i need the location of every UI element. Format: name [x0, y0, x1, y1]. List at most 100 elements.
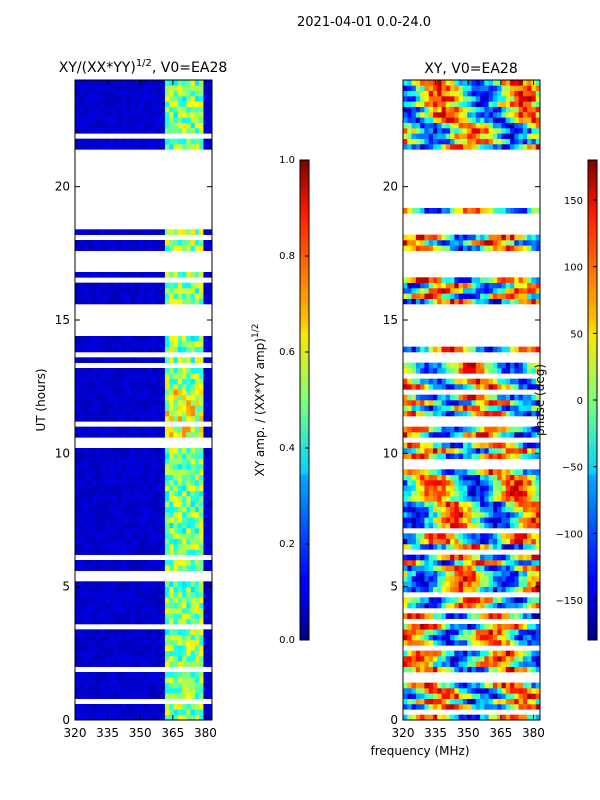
heatmap-cell: [501, 682, 507, 689]
heatmap-cell: [113, 592, 119, 598]
heatmap-cell: [403, 501, 408, 507]
heatmap-cell: [501, 501, 507, 507]
heatmap-cell: [437, 101, 442, 107]
heatmap-cell: [126, 229, 132, 235]
heatmap-cell: [130, 368, 136, 374]
heatmap-cell: [182, 426, 187, 433]
heatmap-cell: [169, 138, 174, 145]
heatmap-cell: [403, 112, 408, 118]
heatmap-cell: [173, 128, 179, 134]
heatmap-cell: [75, 138, 80, 145]
heatmap-cell: [199, 714, 204, 720]
heatmap-cell: [432, 405, 438, 411]
heatmap-cell: [104, 538, 110, 545]
heatmap-cell: [109, 597, 114, 603]
heatmap-cell: [147, 426, 153, 433]
heatmap-cell: [169, 288, 174, 294]
heatmap-cell: [139, 357, 144, 363]
heatmap-cell: [173, 613, 179, 619]
heatmap-cell: [437, 144, 442, 150]
heatmap-cell: [83, 565, 89, 571]
heatmap-cell: [182, 538, 187, 545]
heatmap-cell: [437, 96, 442, 102]
heatmap-cell: [475, 85, 481, 91]
heatmap-cell: [441, 112, 447, 118]
heatmap-cell: [475, 512, 481, 518]
heatmap-cell: [169, 512, 174, 518]
heatmap-cell: [458, 245, 464, 251]
heatmap-cell: [156, 528, 162, 534]
heatmap-cell: [471, 245, 477, 251]
heatmap-cell: [450, 597, 455, 603]
heatmap-cell: [100, 512, 106, 518]
heatmap-cell: [488, 666, 494, 673]
heatmap-cell: [484, 144, 490, 150]
heatmap-cell: [194, 293, 200, 299]
heatmap-cell: [501, 106, 507, 113]
heatmap-cell: [203, 517, 209, 523]
heatmap-cell: [143, 549, 149, 555]
heatmap-cell: [96, 560, 102, 566]
heatmap-cell: [415, 613, 421, 619]
heatmap-cell: [139, 448, 144, 454]
heatmap-cell: [420, 698, 425, 705]
heatmap-cell: [462, 656, 468, 662]
heatmap-cell: [492, 362, 498, 369]
heatmap-cell: [527, 240, 532, 246]
heatmap-cell: [130, 634, 136, 641]
heatmap-cell: [484, 378, 490, 385]
heatmap-cell: [441, 234, 447, 241]
heatmap-cell: [437, 576, 442, 582]
heatmap-cell: [104, 693, 110, 699]
heatmap-cell: [203, 298, 209, 305]
heatmap-cell: [522, 522, 528, 529]
heatmap-cell: [420, 138, 425, 145]
heatmap-cell: [139, 416, 144, 422]
heatmap-cell: [147, 112, 153, 118]
heatmap-cell: [186, 416, 191, 422]
heatmap-cell: [207, 704, 212, 710]
heatmap-cell: [109, 90, 114, 97]
heatmap-cell: [87, 629, 93, 635]
heatmap-cell: [117, 618, 123, 625]
heatmap-cell: [156, 410, 162, 417]
heatmap-cell: [420, 517, 425, 523]
heatmap-cell: [514, 368, 519, 374]
heatmap-cell: [207, 581, 212, 587]
heatmap-cell: [122, 672, 127, 678]
heatmap-cell: [139, 522, 144, 529]
heatmap-cell: [518, 688, 524, 694]
heatmap-cell: [458, 581, 464, 587]
heatmap-cell: [177, 357, 183, 363]
heatmap-cell: [186, 410, 191, 417]
heatmap-cell: [130, 640, 136, 646]
heatmap-cell: [177, 474, 183, 481]
heatmap-cell: [100, 346, 106, 353]
heatmap-cell: [87, 341, 93, 347]
heatmap-cell: [480, 714, 485, 720]
heatmap-cell: [480, 117, 485, 123]
heatmap-cell: [441, 688, 447, 694]
heatmap-cell: [199, 229, 204, 235]
heatmap-cell: [415, 650, 421, 657]
heatmap-cell: [92, 650, 97, 657]
heatmap-cell: [505, 666, 511, 673]
heatmap-cell: [450, 533, 455, 539]
heatmap-cell: [190, 128, 196, 134]
heatmap-cell: [75, 405, 80, 411]
heatmap-cell: [484, 442, 490, 449]
heatmap-cell: [510, 640, 515, 646]
heatmap-cell: [462, 565, 468, 571]
heatmap-cell: [177, 90, 183, 97]
heatmap-cell: [104, 544, 110, 550]
heatmap-cell: [407, 378, 412, 385]
heatmap-cell: [83, 346, 89, 353]
heatmap-cell: [510, 485, 515, 491]
heatmap-cell: [109, 608, 114, 614]
heatmap-cell: [160, 490, 166, 497]
heatmap-cell: [497, 602, 502, 609]
heatmap-cell: [92, 229, 97, 235]
heatmap-cell: [109, 394, 114, 401]
heatmap-cell: [87, 512, 93, 518]
heatmap-cell: [407, 634, 412, 641]
